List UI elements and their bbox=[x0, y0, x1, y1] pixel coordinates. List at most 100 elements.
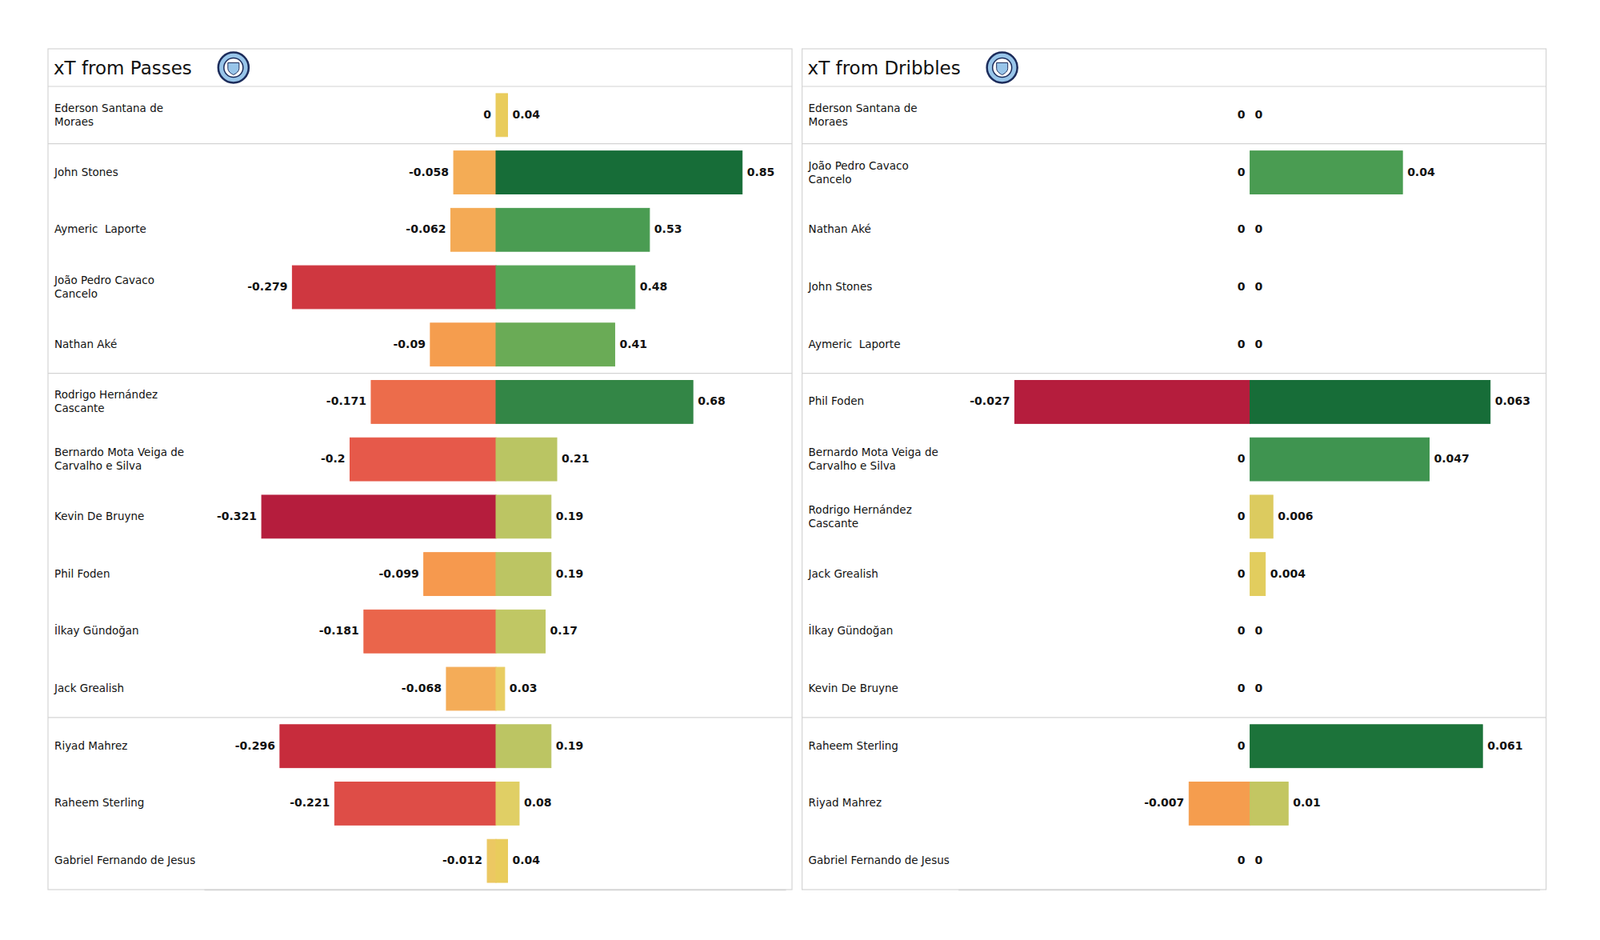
data-label: 0 bbox=[1255, 681, 1264, 695]
data-label: -0.221 bbox=[289, 796, 330, 809]
data-label: 0.08 bbox=[524, 796, 552, 809]
bar bbox=[1249, 609, 1251, 653]
category-label: Raheem Sterling bbox=[808, 739, 899, 752]
bar bbox=[1249, 265, 1251, 309]
bar bbox=[1249, 93, 1251, 137]
badge-shield bbox=[996, 63, 1008, 76]
data-label: 0.006 bbox=[1277, 509, 1313, 523]
category-label: İlkay Gündoğan bbox=[54, 623, 140, 637]
panel: xT from PassesEderson Santana deMoraesJo… bbox=[48, 48, 792, 891]
group-separator bbox=[48, 716, 792, 718]
bar bbox=[496, 265, 636, 309]
canvas: xT from PassesEderson Santana deMoraesJo… bbox=[0, 0, 1600, 940]
data-label: 0.21 bbox=[561, 452, 590, 465]
data-label: 0.85 bbox=[747, 165, 776, 179]
bar bbox=[496, 437, 557, 481]
bar bbox=[1249, 265, 1251, 309]
bar bbox=[1249, 323, 1251, 367]
bar bbox=[496, 151, 743, 195]
bar bbox=[334, 782, 496, 826]
category-label-line: Ederson Santana de bbox=[808, 101, 918, 115]
bar bbox=[364, 609, 496, 653]
data-label: -0.099 bbox=[379, 567, 420, 580]
category-label: Rodrigo HernándezCascante bbox=[808, 503, 912, 530]
bar bbox=[496, 208, 650, 252]
club-badge bbox=[218, 52, 249, 84]
data-label: 0.04 bbox=[512, 108, 540, 121]
category-label: Raheem Sterling bbox=[54, 796, 144, 809]
bar bbox=[1188, 782, 1250, 826]
badge-core bbox=[224, 58, 244, 78]
panel-frame bbox=[802, 48, 1547, 890]
data-label: 0 bbox=[1255, 337, 1264, 351]
category-label-line: João Pedro Cavaco bbox=[808, 159, 909, 172]
bar bbox=[450, 208, 496, 252]
bar bbox=[1249, 667, 1251, 711]
data-label: 0.17 bbox=[550, 624, 579, 637]
category-label: Jack Grealish bbox=[53, 681, 124, 695]
group-separator bbox=[802, 716, 1547, 718]
title-divider bbox=[802, 85, 1547, 87]
category-label-line: Moraes bbox=[54, 115, 94, 128]
bar bbox=[1250, 151, 1404, 195]
data-label: -0.058 bbox=[408, 165, 449, 179]
category-label: Riyad Mahrez bbox=[54, 739, 128, 752]
panel: xT from DribblesEderson Santana deMoraes… bbox=[802, 48, 1547, 891]
data-label: 0 bbox=[1255, 108, 1264, 121]
bar bbox=[1250, 380, 1491, 424]
data-label: 0 bbox=[1237, 337, 1246, 351]
data-label: 0 bbox=[1237, 567, 1246, 580]
x-axis bbox=[958, 889, 1540, 891]
data-label: -0.027 bbox=[969, 394, 1010, 408]
bar bbox=[1249, 839, 1251, 883]
bar bbox=[424, 552, 496, 596]
category-label: Nathan Aké bbox=[54, 337, 117, 351]
category-label: Phil Foden bbox=[54, 567, 110, 580]
data-label: 0 bbox=[1255, 222, 1264, 236]
data-label: 0 bbox=[1237, 509, 1246, 523]
bar bbox=[1249, 208, 1251, 252]
bars bbox=[1014, 151, 1490, 826]
bar bbox=[261, 495, 496, 539]
data-label: 0.03 bbox=[509, 681, 538, 695]
data-label: 0.04 bbox=[1407, 165, 1436, 179]
title-divider bbox=[48, 85, 792, 87]
group-separator bbox=[802, 143, 1547, 144]
category-label: João Pedro CavacoCancelo bbox=[808, 159, 909, 186]
bar bbox=[1250, 782, 1289, 826]
data-label: 0.41 bbox=[619, 337, 648, 351]
category-label: João Pedro CavacoCancelo bbox=[53, 273, 155, 300]
data-label: 0.04 bbox=[512, 853, 540, 867]
data-label: 0.19 bbox=[556, 739, 584, 752]
category-label: John Stones bbox=[53, 165, 119, 179]
bar bbox=[496, 839, 508, 883]
bars bbox=[261, 93, 743, 883]
bar bbox=[1250, 437, 1430, 481]
data-label: 0 bbox=[1237, 739, 1246, 752]
data-label: 0.063 bbox=[1495, 394, 1531, 408]
bar bbox=[487, 839, 496, 883]
data-label: 0 bbox=[1237, 452, 1246, 465]
category-label: Aymeric Laporte bbox=[54, 222, 147, 236]
category-label-line: Rodrigo Hernández bbox=[54, 388, 158, 401]
data-label: -0.09 bbox=[393, 337, 426, 351]
data-label: 0 bbox=[1237, 853, 1246, 867]
category-label: Kevin De Bruyne bbox=[54, 509, 144, 523]
data-label: 0.061 bbox=[1487, 739, 1523, 752]
bar bbox=[1249, 609, 1251, 653]
bar bbox=[496, 667, 505, 711]
data-label: 0.01 bbox=[1292, 796, 1321, 809]
club-badge bbox=[987, 52, 1018, 84]
category-label: Ederson Santana deMoraes bbox=[808, 101, 918, 128]
data-label: -0.062 bbox=[405, 222, 446, 236]
data-label: 0 bbox=[1255, 280, 1264, 293]
group-separator bbox=[48, 143, 792, 144]
bar bbox=[1014, 380, 1250, 424]
category-label-line: Moraes bbox=[808, 115, 848, 128]
data-label: 0 bbox=[1237, 280, 1246, 293]
data-label: 0 bbox=[1237, 624, 1246, 637]
category-label: Phil Foden bbox=[808, 394, 864, 408]
data-label: 0.047 bbox=[1433, 452, 1469, 465]
category-label: Nathan Aké bbox=[808, 222, 872, 236]
bar bbox=[350, 437, 497, 481]
